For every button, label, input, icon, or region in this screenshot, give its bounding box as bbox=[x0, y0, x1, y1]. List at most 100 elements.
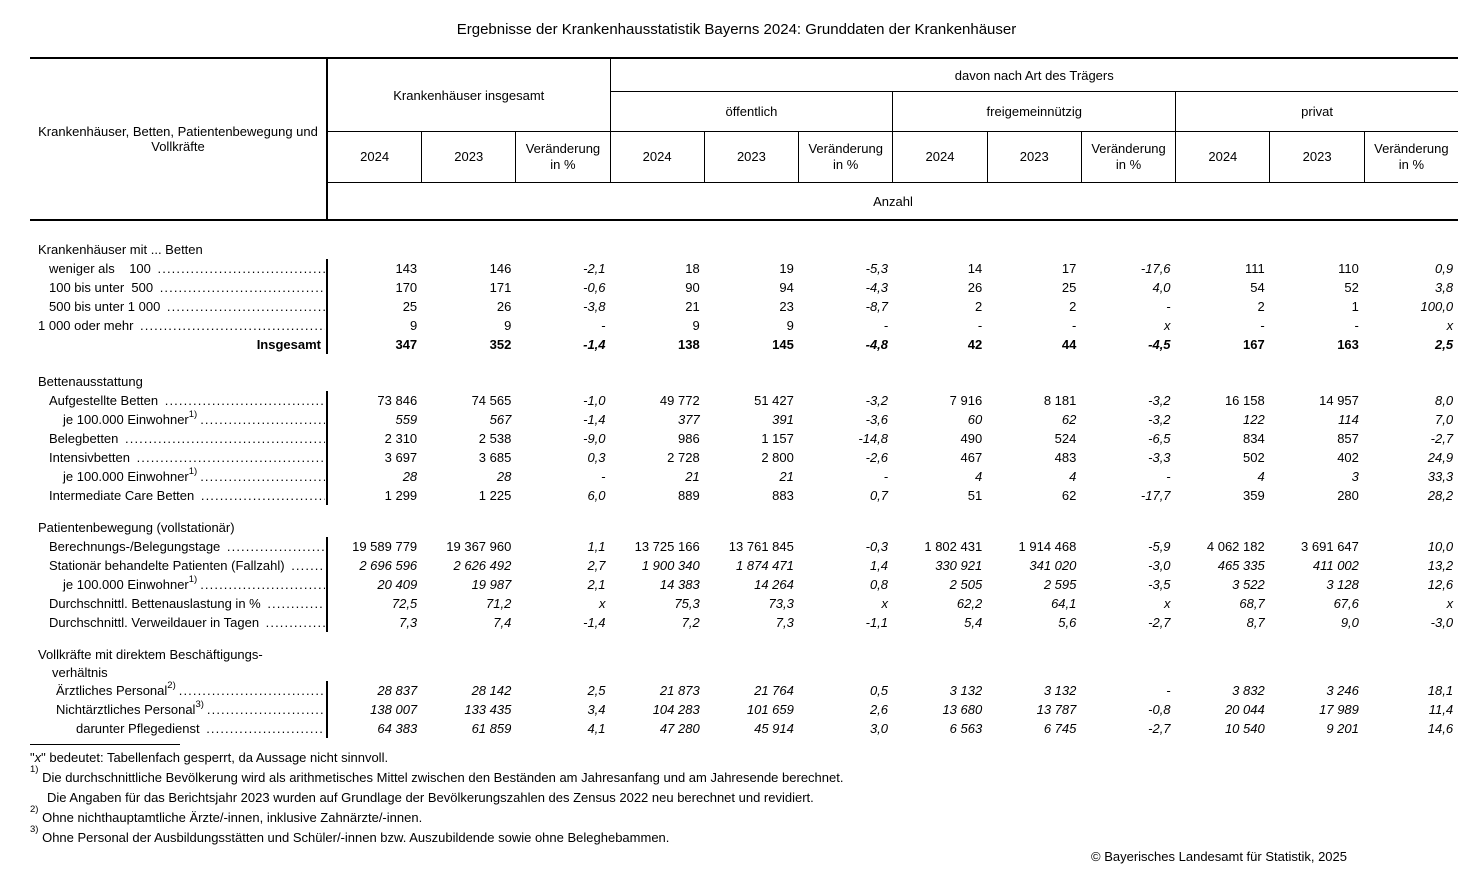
value-cell: -6,5 bbox=[1148, 431, 1171, 446]
leader-dots: ........................................… bbox=[157, 261, 325, 276]
footnote-2: 2) Ohne nichthauptamtliche Ärzte/-innen,… bbox=[30, 805, 1130, 828]
value-cell: -1,4 bbox=[583, 337, 606, 352]
value-cell: 26 bbox=[967, 280, 983, 295]
value-cell: - bbox=[977, 318, 983, 333]
leader-dots: ........................................… bbox=[164, 393, 325, 408]
section-title: verhältnis bbox=[52, 665, 108, 680]
value-cell: 2,5 bbox=[1434, 337, 1454, 352]
row-stub: Durchschnittl. Bettenauslastung in % ...… bbox=[30, 594, 328, 613]
value-cell: -4,5 bbox=[1148, 337, 1171, 352]
footnote-x: "x" bedeutet: Tabellenfach gesperrt, da … bbox=[30, 748, 1130, 768]
leader-dots: ........................................… bbox=[265, 615, 325, 630]
row-label: Insgesamt bbox=[256, 337, 321, 352]
leader-dots: ........................................… bbox=[200, 469, 325, 484]
table-header: Krankenhäuser, Betten, Patientenbewegung… bbox=[30, 57, 1458, 221]
leader-dots: ........................................… bbox=[200, 577, 325, 592]
value-cell: 13,2 bbox=[1427, 558, 1454, 573]
value-cell: -2,7 bbox=[1148, 721, 1171, 736]
value-cell: 145 bbox=[772, 337, 794, 352]
year-column-header: 2023 bbox=[1269, 132, 1363, 182]
value-cell: 3 132 bbox=[949, 683, 983, 698]
value-cell: 0,3 bbox=[587, 450, 606, 465]
value-cell: -5,9 bbox=[1148, 539, 1171, 554]
row-stub: je 100.000 Einwohner 1)..................… bbox=[30, 467, 328, 486]
value-cell: 8,0 bbox=[1434, 393, 1454, 408]
value-cell: -14,8 bbox=[858, 431, 889, 446]
value-cell: -5,3 bbox=[865, 261, 889, 276]
value-cell: 6,0 bbox=[587, 488, 606, 503]
value-cell: 101 659 bbox=[746, 702, 794, 717]
section-title: Vollkräfte mit direktem Beschäftigungs- bbox=[38, 647, 263, 662]
value-cell: 28 bbox=[496, 469, 512, 484]
value-cell: 8,7 bbox=[1246, 615, 1265, 630]
row-stub: 500 bis unter 1 000 ....................… bbox=[30, 297, 328, 316]
table-row: je 100.000 Einwohner 1)..................… bbox=[30, 575, 1458, 594]
value-cell: 62 bbox=[1061, 488, 1077, 503]
section-title: Bettenausstattung bbox=[38, 374, 143, 389]
value-cell: 352 bbox=[489, 337, 512, 352]
value-cell: 402 bbox=[1337, 450, 1359, 465]
value-cell: 9 bbox=[504, 318, 512, 333]
value-cell: 483 bbox=[1054, 450, 1077, 465]
leader-dots: ........................................… bbox=[291, 558, 325, 573]
value-cell: 25 bbox=[402, 299, 418, 314]
value-cell: 74 565 bbox=[471, 393, 512, 408]
value-cell: - bbox=[1166, 299, 1171, 314]
footnote-separator bbox=[30, 744, 180, 745]
page-title: Ergebnisse der Krankenhausstatistik Baye… bbox=[456, 21, 1017, 38]
header-right: Krankenhäuser insgesamt 2024 2023 Veränder… bbox=[328, 59, 1458, 219]
value-cell: 4 bbox=[1257, 469, 1265, 484]
value-cell: 2,1 bbox=[587, 577, 606, 592]
value-cell: 64,1 bbox=[1051, 596, 1077, 611]
year-column-header: Veränderung in % bbox=[1363, 132, 1458, 182]
value-cell: 3,8 bbox=[1434, 280, 1454, 295]
value-cell: 2 595 bbox=[1043, 577, 1077, 592]
value-cell: 2 626 492 bbox=[453, 558, 512, 573]
value-cell: 171 bbox=[489, 280, 512, 295]
value-cell: 2 bbox=[974, 299, 983, 314]
year-column-header: Veränderung in % bbox=[515, 132, 609, 182]
value-cell: 13 725 166 bbox=[634, 539, 700, 554]
value-cell: -3,0 bbox=[1430, 615, 1454, 630]
value-cell: 1 874 471 bbox=[736, 558, 794, 573]
leader-dots: ........................................… bbox=[159, 280, 325, 295]
value-cell: 42 bbox=[967, 337, 983, 352]
year-column-header: 2024 bbox=[892, 132, 986, 182]
value-cell: 67,6 bbox=[1333, 596, 1359, 611]
value-cell: 3 128 bbox=[1326, 577, 1359, 592]
value-cell: 359 bbox=[1243, 488, 1265, 503]
value-cell: 559 bbox=[395, 412, 418, 427]
value-cell: 51 427 bbox=[754, 393, 794, 408]
value-cell: - bbox=[1166, 469, 1171, 484]
value-cell: 7,0 bbox=[1434, 412, 1454, 427]
copyright-notice: © Bayerisches Landesamt für Statistik, 2… bbox=[1091, 849, 1347, 864]
value-cell: x bbox=[1446, 596, 1454, 611]
value-cell: -3,5 bbox=[1148, 577, 1171, 592]
value-cell: x bbox=[599, 596, 606, 611]
year-column-header: 2023 bbox=[421, 132, 515, 182]
value-cell: 28,2 bbox=[1427, 488, 1454, 503]
row-stub: Aufgestellte Betten ....................… bbox=[30, 391, 328, 410]
value-cell: 857 bbox=[1337, 431, 1359, 446]
value-cell: 21 764 bbox=[754, 683, 794, 698]
value-cell: 2 696 596 bbox=[359, 558, 418, 573]
footnote-text: Die Angaben für das Berichtsjahr 2023 wu… bbox=[47, 790, 814, 805]
row-label: je 100.000 Einwohner bbox=[63, 577, 189, 592]
year-header-row-provider: 2024 2023 Veränderung in % 2024 2023 Veränder… bbox=[611, 132, 1459, 182]
table-row: Aufgestellte Betten ....................… bbox=[30, 391, 1458, 410]
value-cell: 54 bbox=[1250, 280, 1265, 295]
section-title-row: verhältnis bbox=[30, 664, 1458, 681]
leader-dots: ........................................… bbox=[125, 431, 325, 446]
value-cell: 1 900 340 bbox=[641, 558, 700, 573]
value-cell: -1,4 bbox=[583, 615, 606, 630]
value-cell: -1,1 bbox=[865, 615, 889, 630]
value-cell: -17,6 bbox=[1140, 261, 1171, 276]
value-cell: 3 132 bbox=[1043, 683, 1077, 698]
value-cell: 0,5 bbox=[869, 683, 889, 698]
value-cell: 47 280 bbox=[659, 721, 700, 736]
value-cell: 17 bbox=[1061, 261, 1077, 276]
value-cell: - bbox=[1166, 683, 1171, 698]
year-column-header: 2024 bbox=[1175, 132, 1269, 182]
value-cell: 9 bbox=[409, 318, 418, 333]
value-cell: 28 837 bbox=[377, 683, 418, 698]
